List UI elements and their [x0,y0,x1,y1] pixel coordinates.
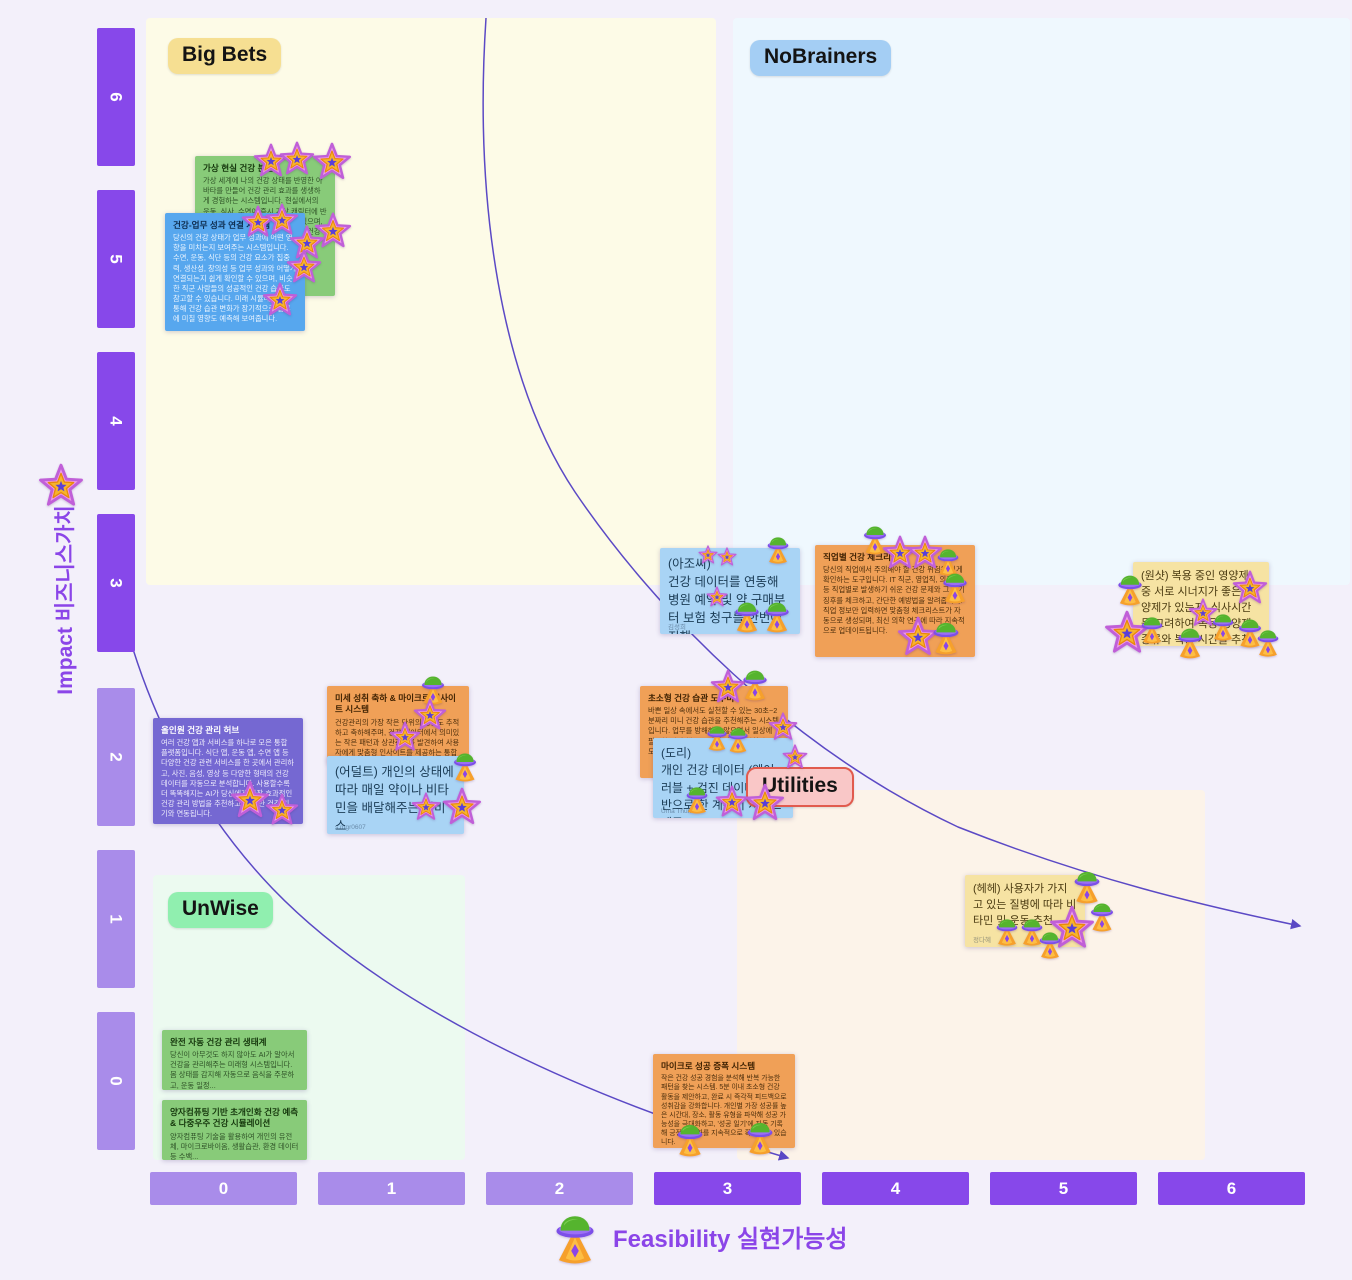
star-sticker[interactable] [262,282,298,318]
feasibility-tick-0: 0 [150,1172,297,1205]
feasibility-tick-4: 4 [822,1172,969,1205]
star-sticker[interactable] [706,586,728,608]
note-body: 양자컴퓨팅 기술을 활용하여 개인의 유전체, 마이크로바이옴, 생활습관, 환… [170,1131,299,1160]
star-sticker[interactable] [715,785,749,819]
ufo-sticker[interactable] [1113,573,1147,607]
ufo-sticker[interactable] [672,1122,708,1158]
impact-tick-3: 3 [97,514,135,652]
impact-tick-1: 1 [97,850,135,988]
star-sticker[interactable] [717,547,737,567]
ufo-sticker[interactable] [730,600,764,634]
star-sticker[interactable] [312,142,352,182]
star-sticker[interactable] [286,249,322,285]
star-sticker[interactable] [411,792,441,822]
star-sticker[interactable] [745,783,785,823]
star-sticker[interactable] [768,712,798,742]
sticky-note-full-auto-ecosystem[interactable]: 완전 자동 건강 관리 생태계 당신이 아무것도 하지 않아도 AI가 알아서 … [162,1030,307,1090]
feasibility-axis-title: Feasibility 실현가능성 [613,1225,848,1253]
note-author: s.mgr0607 [335,824,366,831]
ufo-sticker[interactable] [928,620,964,656]
ufo-sticker[interactable] [760,600,794,634]
feasibility-tick-6: 6 [1158,1172,1305,1205]
impact-tick-0: 0 [97,1012,135,1150]
feasibility-tick-5: 5 [990,1172,1137,1205]
note-title: 마이크로 성공 증폭 시스템 [661,1061,756,1071]
ufo-sticker[interactable] [1173,626,1207,660]
note-title: 올인원 건강 관리 허브 [161,725,240,735]
impact-tick-2: 2 [97,688,135,826]
impact-tick-6: 6 [97,28,135,166]
ufo-sticker[interactable] [742,1120,778,1156]
star-sticker[interactable] [1232,570,1268,606]
note-title: 완전 자동 건강 관리 생태계 [170,1037,267,1047]
ufo-sticker[interactable] [1253,628,1283,658]
note-author: 정다혜 [973,937,991,944]
ufo-sticker[interactable] [938,571,972,605]
label-unwise[interactable]: UnWise [168,892,273,928]
feasibility-tick-1: 1 [318,1172,465,1205]
ufo-sticker[interactable] [682,785,712,815]
ufo-sticker[interactable] [738,668,772,702]
star-sticker[interactable] [698,545,718,565]
note-author: 김성희 [668,624,686,631]
ufo-sticker[interactable] [1069,869,1105,905]
ufo-sticker[interactable] [763,535,793,565]
sticky-note-quantum-simulation[interactable]: 양자컴퓨팅 기반 초개인화 건강 예측 & 다중우주 건강 시뮬레이션 양자컴퓨… [162,1100,307,1160]
impact-tick-4: 4 [97,352,135,490]
ufo-sticker[interactable] [1137,615,1167,645]
note-title: 가상 현실 건강 분신 [203,163,274,173]
label-nobrainers[interactable]: NoBrainers [750,40,892,76]
ufo-sticker[interactable] [1035,930,1065,960]
star-sticker[interactable] [265,793,299,827]
impact-tick-5: 5 [97,190,135,328]
impact-axis-star-icon[interactable] [38,463,84,509]
star-sticker[interactable] [230,780,270,820]
star-sticker[interactable] [782,744,808,770]
star-sticker[interactable] [389,721,421,753]
feasibility-axis-ufo-icon[interactable] [548,1212,602,1266]
note-title: 양자컴퓨팅 기반 초개인화 건강 예측 & 다중우주 건강 시뮬레이션 [170,1107,299,1129]
impact-axis-title: Impact 비즈니스가치 [54,505,77,695]
label-big-bets[interactable]: Big Bets [168,38,282,74]
ufo-sticker[interactable] [724,726,752,754]
feasibility-tick-2: 2 [486,1172,633,1205]
star-sticker[interactable] [279,141,315,177]
feasibility-tick-3: 3 [654,1172,801,1205]
note-body: 당신이 아무것도 하지 않아도 AI가 알아서 건강을 관리해주는 미래형 시스… [170,1050,295,1090]
quadrant-utilities [737,790,1205,1160]
note-title: 건강-업무 성과 연결 시스템 [173,220,270,230]
quadrant-nobrainers [733,18,1350,585]
star-sticker[interactable] [442,787,482,827]
ufo-sticker[interactable] [449,751,481,783]
